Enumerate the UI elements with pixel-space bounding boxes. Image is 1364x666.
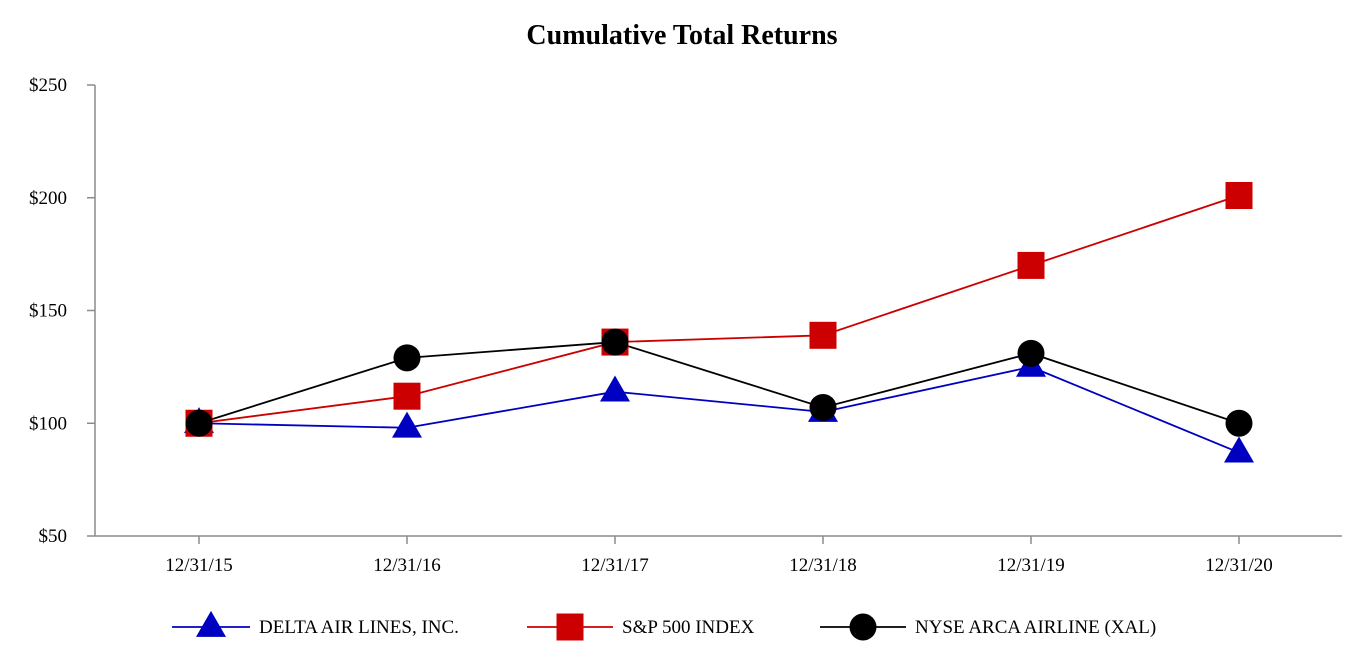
x-tick-label: 12/31/16	[373, 555, 441, 576]
legend-marker-square	[556, 613, 584, 641]
x-tick-label: 12/31/15	[165, 555, 233, 576]
data-point-triangle	[600, 375, 630, 402]
data-point-circle	[393, 344, 421, 372]
series-line-triangle	[198, 365, 1240, 454]
x-tick-label: 12/31/17	[581, 555, 649, 576]
series-line-circle	[198, 341, 1240, 425]
legend: DELTA AIR LINES, INC. S&P 500 INDEX NYSE A…	[172, 610, 1156, 641]
legend-label: NYSE ARCA AIRLINE (XAL)	[915, 617, 1156, 638]
series-markers	[184, 181, 1254, 463]
data-point-circle	[1225, 409, 1253, 437]
data-point-circle	[185, 409, 213, 437]
legend-marker-triangle	[196, 610, 226, 637]
data-point-circle	[1017, 339, 1045, 367]
legend-label: DELTA AIR LINES, INC.	[259, 617, 459, 638]
x-tick-label: 12/31/19	[997, 555, 1065, 576]
axes: $50 $100 $150 $200 $250 12/31/15 12/31/16 12/31…	[29, 75, 1342, 576]
y-tick-label: $200	[29, 188, 67, 209]
y-tick-label: $100	[29, 413, 67, 434]
x-tick-label: 12/31/18	[789, 555, 857, 576]
chart-title: Cumulative Total Returns	[526, 20, 837, 51]
data-point-square	[1225, 181, 1253, 209]
y-tick-label: $250	[29, 75, 67, 96]
legend-item: DELTA AIR LINES, INC.	[172, 610, 459, 638]
y-tick-label: $50	[39, 526, 68, 547]
legend-item: NYSE ARCA AIRLINE (XAL)	[820, 613, 1156, 641]
data-point-circle	[809, 393, 837, 421]
legend-label: S&P 500 INDEX	[622, 617, 755, 638]
data-point-triangle	[392, 411, 422, 438]
x-tick-label: 12/31/20	[1205, 555, 1273, 576]
data-point-triangle	[1224, 436, 1254, 463]
data-point-square	[1017, 251, 1045, 279]
y-tick-label: $150	[29, 301, 67, 322]
data-point-square	[809, 321, 837, 349]
legend-item: S&P 500 INDEX	[527, 613, 755, 641]
data-point-circle	[601, 328, 629, 356]
series-line-square	[198, 194, 1240, 425]
data-point-square	[393, 382, 421, 410]
series-lines	[198, 194, 1240, 454]
legend-marker-circle	[849, 613, 877, 641]
